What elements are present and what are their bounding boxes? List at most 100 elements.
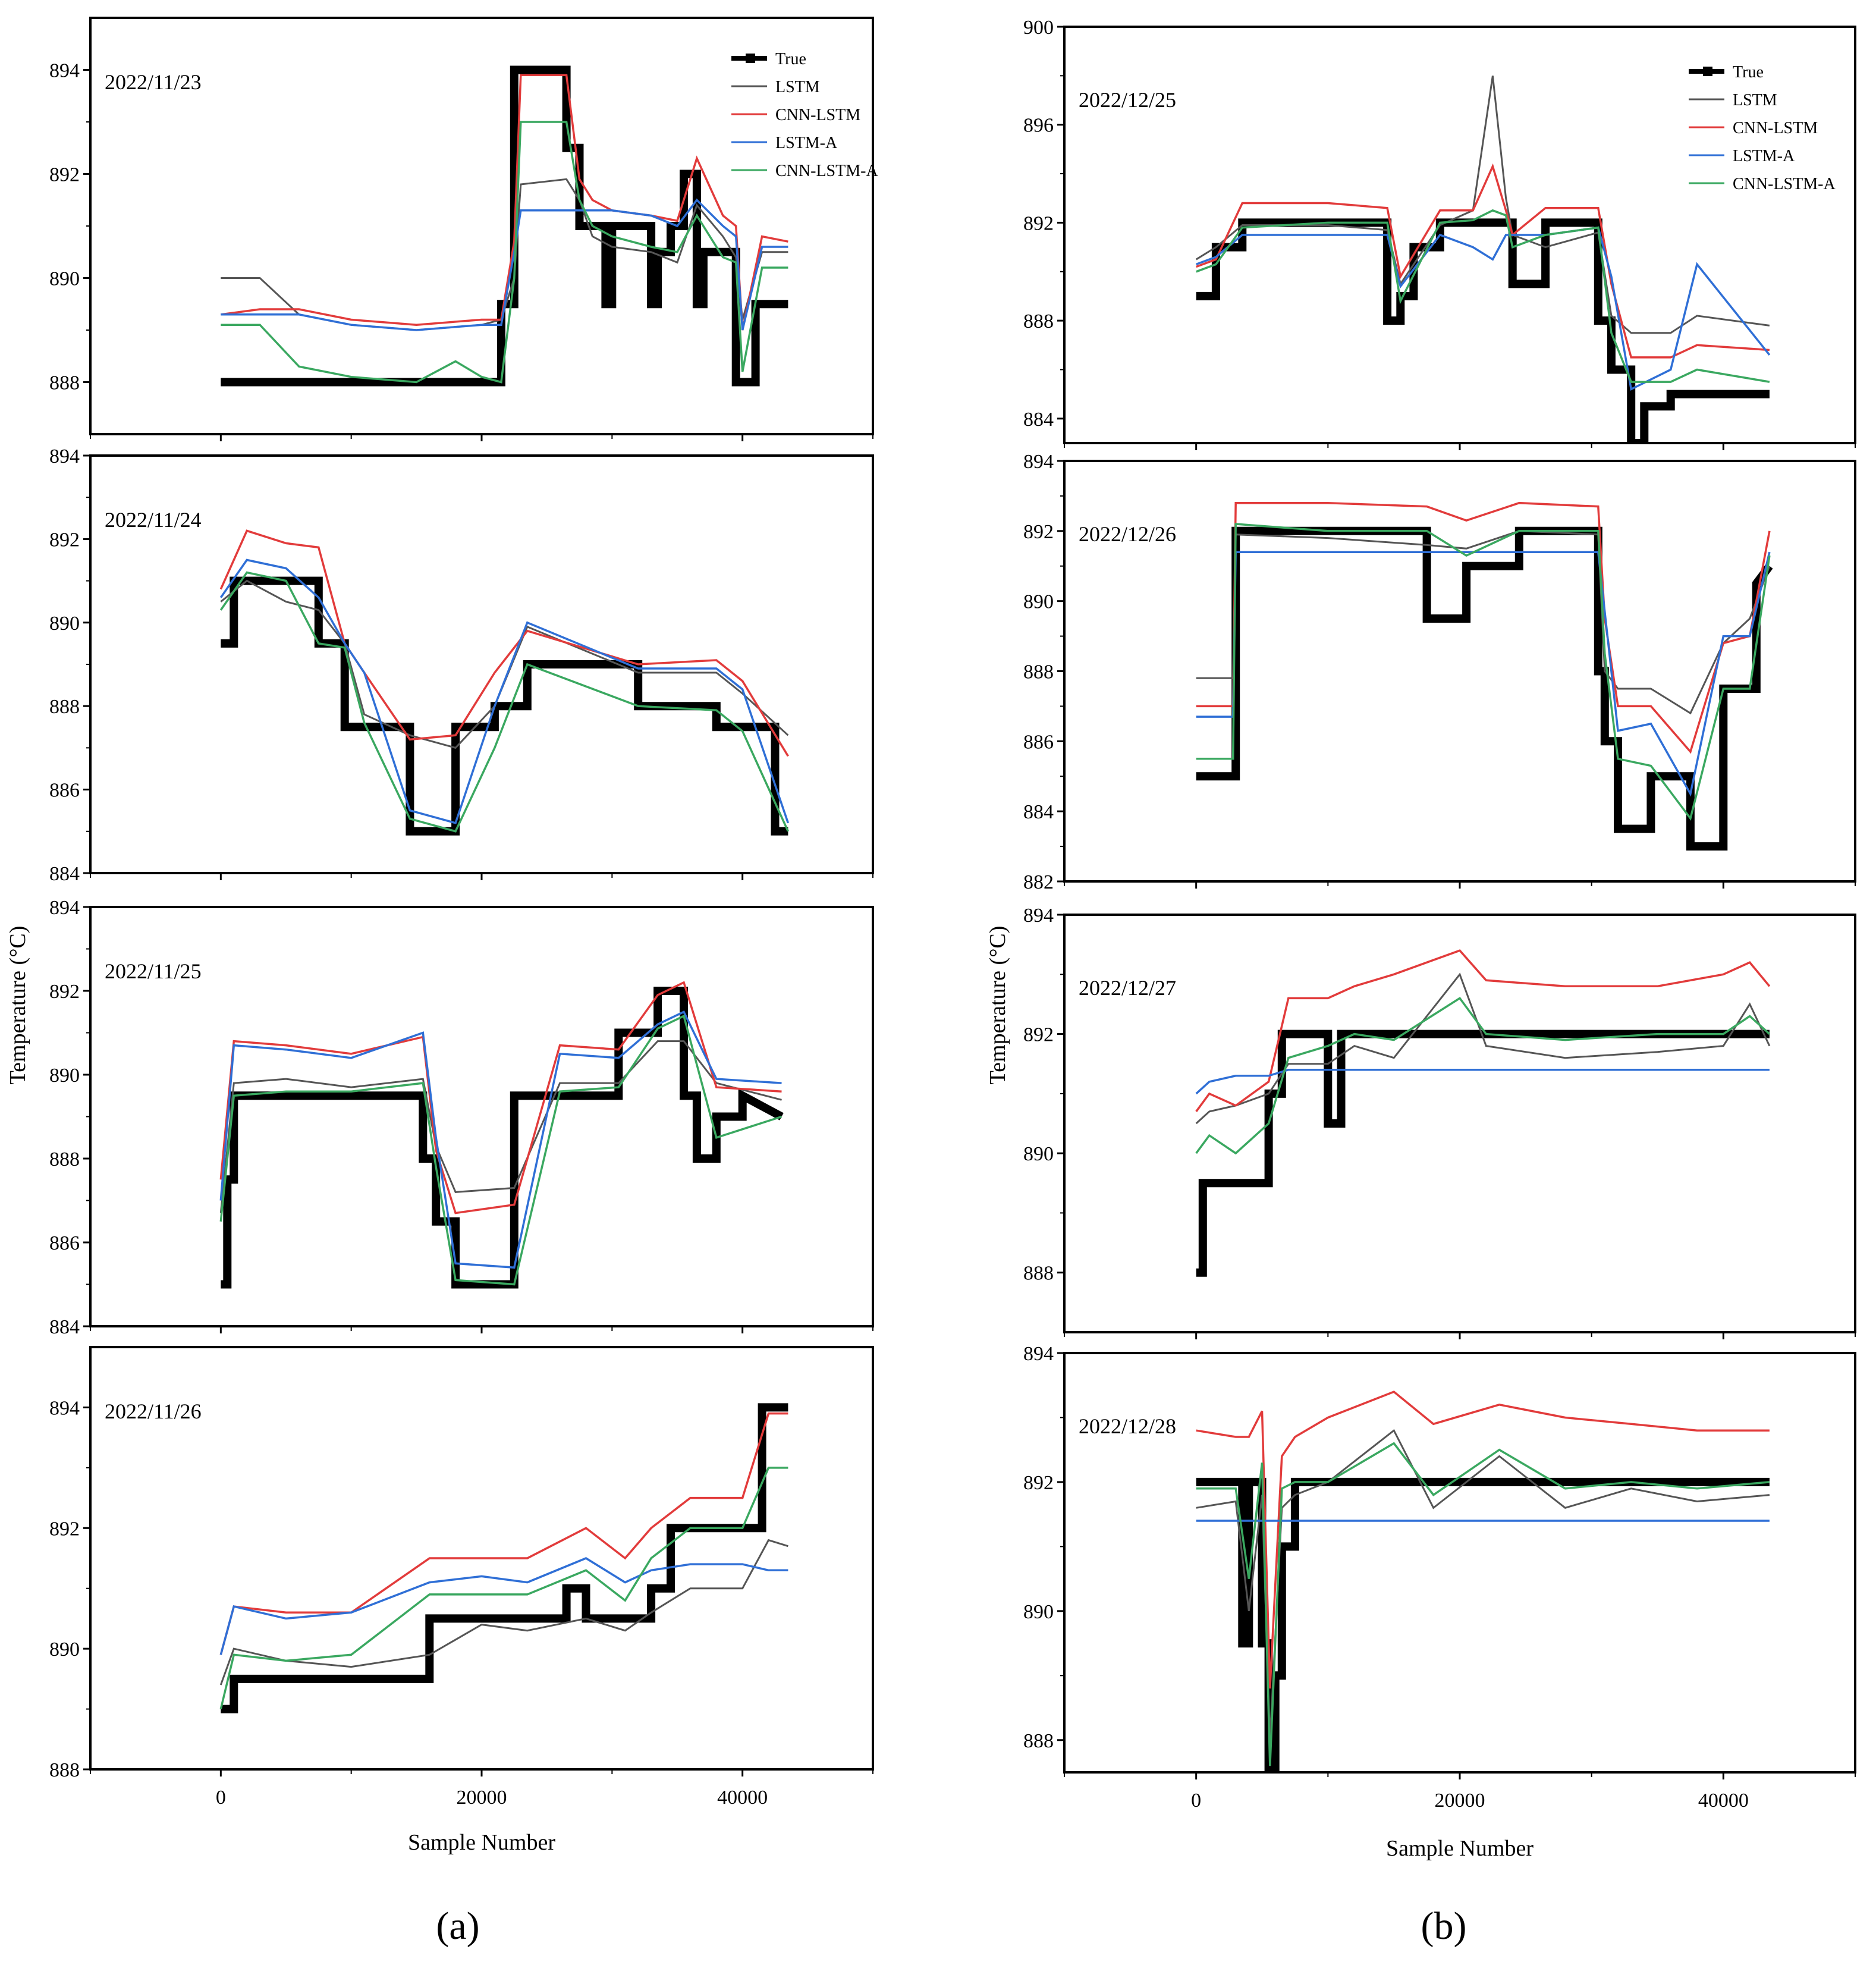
series-line-cnn-lstm-a [219, 1014, 783, 1286]
y-tick-label: 892 [49, 529, 80, 551]
subplot-date-label: 2022/11/24 [105, 508, 202, 532]
legend-label-cnn-lstm: CNN-LSTM [1733, 119, 1818, 137]
y-tick-label: 900 [1023, 17, 1054, 39]
series-line-lstm [220, 579, 789, 749]
series-line-true [1196, 526, 1773, 851]
series-line-lstm-a [219, 1557, 788, 1655]
series-line-cnn-lstm [221, 74, 788, 331]
y-tick-label: 886 [1023, 731, 1054, 753]
series-line-cnn-lstm [219, 529, 789, 757]
legend-marker [1703, 67, 1712, 76]
plot-frame [1063, 460, 1856, 883]
y-tick-label: 894 [49, 60, 80, 82]
series-group [1196, 501, 1773, 851]
subplot-2022-11-26: 888 890 892 894 2022/11/26 0 20000 40000 [49, 1346, 874, 1809]
subplot-date-label: 2022/11/23 [105, 70, 202, 94]
series-line-cnn-lstm [219, 1412, 788, 1655]
y-tick-label: 892 [49, 981, 80, 1003]
y-tick-label: 892 [49, 164, 80, 186]
series-line-cnn-lstm-a [1196, 1442, 1770, 1766]
y-tick-label: 888 [1023, 1263, 1054, 1285]
x-tick-label: 20000 [457, 1787, 507, 1809]
series-group [1195, 949, 1771, 1277]
y-tick-label: 892 [1023, 521, 1054, 543]
series-group [219, 529, 790, 836]
series-line-cnn-lstm-a [1196, 209, 1770, 383]
series-line-cnn-lstm-a [219, 1467, 788, 1710]
subplot-date-label: 2022/11/26 [105, 1399, 202, 1423]
y-tick-label: 886 [49, 780, 80, 802]
series-line-cnn-lstm [1196, 501, 1771, 754]
y-tick-label: 888 [49, 1759, 80, 1781]
series-line-lstm-a [1195, 1068, 1770, 1095]
legend-label-true: True [775, 50, 806, 68]
series-group [221, 65, 788, 387]
series-line-lstm [1195, 972, 1771, 1125]
legend: True LSTM CNN-LSTM LSTM-A CNN-LSTM-A [1689, 63, 1836, 193]
legend-label-lstm-a: LSTM-A [775, 134, 838, 152]
series-line-true [1196, 218, 1770, 443]
y-tick-label: 888 [49, 372, 80, 394]
y-tick-label: 890 [1023, 591, 1054, 613]
x-axis-title: Sample Number [1386, 1836, 1534, 1861]
y-tick-label: 894 [49, 1397, 80, 1419]
subplot-2022-11-23: 888 890 892 894 2022/11/23 [49, 17, 874, 441]
y-tick-label: 882 [1023, 871, 1054, 893]
legend: True LSTM CNN-LSTM LSTM-A CNN-LSTM-A [731, 50, 878, 180]
y-tick-label: 888 [1023, 1730, 1054, 1752]
subplot-2022-12-25: 884 888 892 896 900 2022/12/25 [1023, 17, 1856, 450]
y-tick-label: 886 [49, 1232, 80, 1254]
y-tick-label: 894 [49, 445, 80, 467]
subplot-2022-12-26: 882 884 886 888 890 892 894 2022/12/26 [1023, 451, 1856, 893]
y-tick-label: 894 [1023, 451, 1054, 473]
legend-label-lstm: LSTM [1733, 91, 1777, 109]
subplot-2022-11-25: 884 886 888 890 892 894 2022/11/25 [49, 897, 874, 1338]
series-line-lstm-a [221, 198, 788, 331]
y-tick-label: 888 [49, 1148, 80, 1170]
series-line-true [221, 65, 788, 387]
y-axis-title: Temperature (°C) [5, 926, 30, 1085]
series-line-cnn-lstm [219, 981, 782, 1214]
subplot-2022-12-28: 888 890 892 894 2022/12/28 0 20000 40000 [1023, 1343, 1856, 1812]
series-line-cnn-lstm-a [221, 121, 788, 384]
y-tick-label: 884 [49, 863, 80, 885]
subplot-2022-11-24: 884 886 888 890 892 894 2022/11/24 [49, 445, 874, 885]
subplot-date-label: 2022/11/25 [105, 959, 202, 983]
series-line-true [1196, 1029, 1770, 1277]
plot-frame [89, 906, 874, 1327]
y-tick-label: 892 [1023, 212, 1054, 234]
panel-a: 888 890 892 894 2022/11/23 884 886 888 890 892 894… [5, 17, 878, 1948]
series-group [1195, 76, 1771, 443]
series-group [219, 1403, 788, 1713]
y-tick-label: 888 [1023, 661, 1054, 683]
panel-label: (b) [1421, 1904, 1467, 1948]
x-tick-label: 0 [1191, 1790, 1201, 1812]
series-line-true [1196, 1477, 1770, 1772]
subplot-date-label: 2022/12/25 [1079, 88, 1176, 112]
series-line-cnn-lstm [1196, 1391, 1770, 1689]
y-tick-label: 894 [1023, 905, 1054, 927]
y-tick-label: 892 [1023, 1472, 1054, 1494]
series-line-lstm [1196, 530, 1771, 715]
y-tick-label: 884 [1023, 409, 1054, 431]
series-line-cnn-lstm-a [219, 571, 789, 833]
subplot-date-label: 2022/12/27 [1079, 976, 1176, 1000]
series-line-lstm [219, 1040, 782, 1213]
y-axis-title: Temperature (°C) [985, 926, 1010, 1085]
subplot-date-label: 2022/12/28 [1079, 1414, 1176, 1438]
y-tick-label: 890 [1023, 1143, 1054, 1165]
legend-label-cnn-lstm-a: CNN-LSTM-A [1733, 175, 1836, 193]
series-line-lstm [219, 1539, 788, 1685]
y-tick-label: 884 [49, 1316, 80, 1338]
y-tick-label: 896 [1023, 115, 1054, 137]
y-tick-label: 890 [49, 1065, 80, 1087]
series-line-lstm [1195, 76, 1770, 334]
y-tick-label: 888 [49, 696, 80, 718]
x-tick-label: 40000 [1698, 1790, 1749, 1812]
series-line-lstm-a [219, 558, 790, 824]
x-tick-label: 0 [216, 1787, 226, 1809]
legend-label-lstm: LSTM [775, 78, 820, 96]
y-tick-label: 892 [1023, 1024, 1054, 1046]
series-line-lstm-a [1196, 226, 1771, 391]
